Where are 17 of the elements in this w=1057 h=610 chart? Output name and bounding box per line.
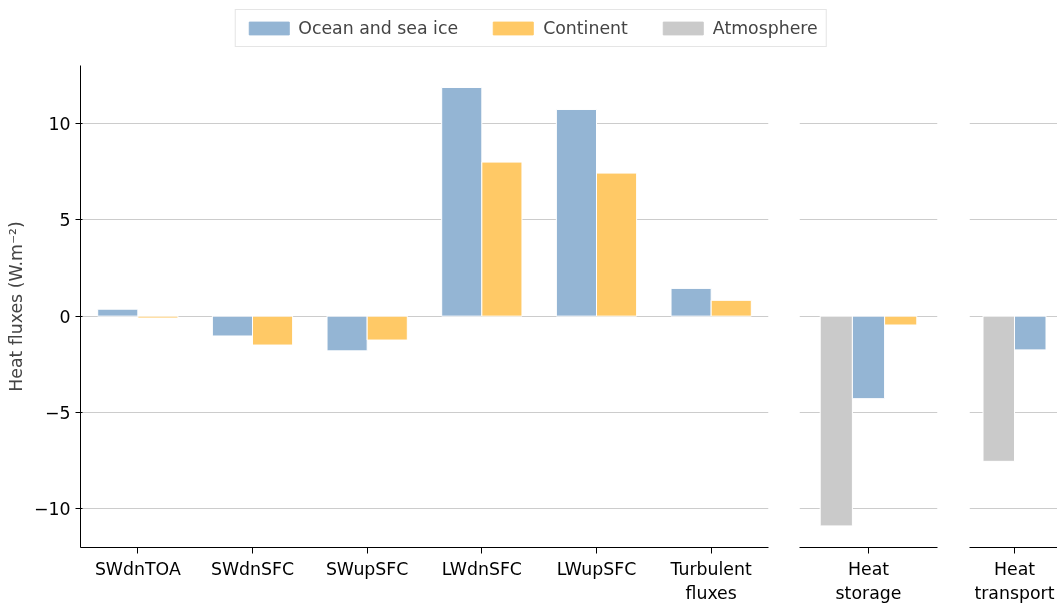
legend-label: Continent xyxy=(543,17,628,38)
x-tick-label: LWupSFC xyxy=(556,558,637,579)
y-tick-label: −10 xyxy=(33,499,71,520)
x-tick-label: Heat storage xyxy=(835,558,902,603)
y-axis-title: Heat fluxes (W.m⁻²) xyxy=(5,221,26,392)
x-tick-label: SWdnTOA xyxy=(94,558,181,579)
legend-label: Atmosphere xyxy=(712,17,818,38)
x-tick-label: SWupSFC xyxy=(325,558,409,579)
legend-label: Ocean and sea ice xyxy=(298,17,459,38)
x-tick-label: Heat transport xyxy=(974,558,1055,603)
x-tick-label: LWdnSFC xyxy=(441,558,522,579)
x-tick-label: Turbulent fluxes xyxy=(669,558,753,603)
y-tick-label: 0 xyxy=(59,306,71,327)
y-tick-label: 5 xyxy=(59,210,71,231)
x-tick-label: SWdnSFC xyxy=(210,558,295,579)
y-tick-label: 10 xyxy=(48,113,71,134)
y-tick-label: −5 xyxy=(44,403,71,424)
